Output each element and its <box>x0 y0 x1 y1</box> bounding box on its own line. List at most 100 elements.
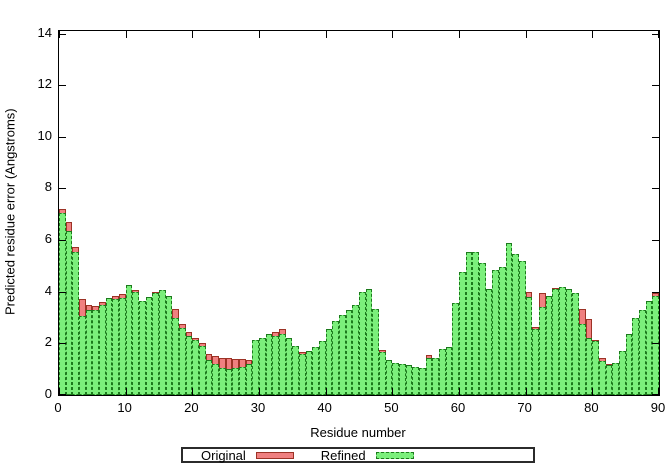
refined-bar <box>592 340 599 395</box>
refined-bar <box>179 327 186 395</box>
y-tick-label: 6 <box>44 231 52 247</box>
refined-bar <box>505 242 513 395</box>
x-tick-label: 10 <box>117 400 132 415</box>
legend-label-refined: Refined <box>320 447 366 463</box>
refined-bar <box>559 286 566 395</box>
y-tick-mark <box>652 85 659 87</box>
refined-bar <box>305 351 313 395</box>
refined-bar <box>259 338 266 395</box>
refined-bar <box>572 293 579 395</box>
refined-bar <box>92 309 99 395</box>
y-tick-mark <box>59 240 66 242</box>
refined-bar <box>172 317 179 395</box>
refined-bar <box>105 298 113 395</box>
x-tick-mark <box>325 31 327 38</box>
refined-bar <box>419 367 426 395</box>
refined-bar <box>145 296 153 395</box>
refined-bar <box>439 348 446 395</box>
x-tick-mark <box>259 388 260 395</box>
refined-bar <box>652 295 659 395</box>
refined-bar <box>285 338 293 395</box>
y-tick-mark <box>652 188 659 190</box>
x-tick-mark <box>125 388 127 395</box>
refined-bar <box>465 251 473 395</box>
refined-bar <box>432 357 439 395</box>
refined-bar <box>345 309 353 395</box>
refined-bar <box>519 260 526 395</box>
refined-bar <box>479 263 486 395</box>
refined-bar <box>365 289 373 395</box>
refined-bar <box>399 364 406 395</box>
refined-bar <box>279 334 286 395</box>
refined-bar <box>119 298 126 395</box>
refined-bar <box>125 285 133 395</box>
y-tick-mark <box>59 291 66 293</box>
x-tick-label: 50 <box>384 400 399 415</box>
refined-bar <box>392 362 399 395</box>
y-tick-mark <box>59 343 66 345</box>
refined-bar <box>552 289 559 395</box>
refined-bar <box>605 365 613 395</box>
y-tick-label: 2 <box>44 334 52 350</box>
refined-bar <box>325 329 333 395</box>
refined-bar <box>159 290 166 395</box>
refined-bar <box>532 329 539 395</box>
legend: Original Refined <box>181 447 535 463</box>
y-tick-mark <box>59 188 66 190</box>
refined-bar <box>205 360 213 395</box>
refined-bar <box>385 360 393 395</box>
refined-bar <box>299 353 306 395</box>
refined-bar <box>372 308 379 395</box>
refined-bar <box>332 321 339 395</box>
refined-bar <box>512 254 519 395</box>
refined-bar <box>499 267 506 395</box>
refined-bar <box>452 303 459 395</box>
refined-bar <box>239 366 246 395</box>
plot-area <box>58 30 660 396</box>
refined-bar <box>139 300 146 395</box>
refined-bar <box>219 367 226 395</box>
refined-bar <box>425 357 433 395</box>
refined-bar <box>619 351 626 395</box>
refined-bar <box>352 304 359 395</box>
x-tick-label: 70 <box>517 400 532 415</box>
x-tick-mark <box>459 388 460 395</box>
y-tick-mark <box>652 343 659 345</box>
legend-label-original: Original <box>201 447 246 463</box>
x-tick-label: 60 <box>450 400 466 415</box>
refined-bar <box>625 334 633 395</box>
refined-bar <box>292 345 299 395</box>
x-tick-mark <box>658 31 659 38</box>
y-tick-label: 12 <box>37 76 52 92</box>
x-tick-label: 40 <box>317 400 332 415</box>
refined-bar <box>339 314 346 395</box>
x-tick-mark <box>459 31 460 38</box>
y-tick-mark <box>652 136 659 138</box>
refined-bar <box>639 309 646 395</box>
x-tick-mark <box>525 31 527 38</box>
refined-bar <box>152 293 159 395</box>
legend-swatch-original <box>255 451 294 459</box>
x-tick-mark <box>392 388 394 395</box>
refined-bar <box>185 335 193 395</box>
refined-bar <box>565 289 573 395</box>
refined-bar <box>192 339 199 395</box>
x-tick-mark <box>525 388 527 395</box>
refined-bar <box>359 291 366 395</box>
x-tick-mark <box>259 31 260 38</box>
x-tick-mark <box>392 31 394 38</box>
refined-bar <box>112 299 119 395</box>
y-tick-mark <box>59 33 66 35</box>
x-tick-label: 80 <box>584 400 599 415</box>
refined-bar <box>412 366 419 395</box>
x-tick-label: 30 <box>250 400 266 415</box>
refined-bar <box>252 339 259 395</box>
y-tick-mark <box>59 85 66 87</box>
refined-bar <box>405 365 413 395</box>
refined-bar <box>585 338 593 395</box>
x-tick-mark <box>192 31 194 38</box>
refined-bar <box>132 291 139 395</box>
refined-bar <box>65 231 73 395</box>
refined-bar <box>99 304 106 395</box>
